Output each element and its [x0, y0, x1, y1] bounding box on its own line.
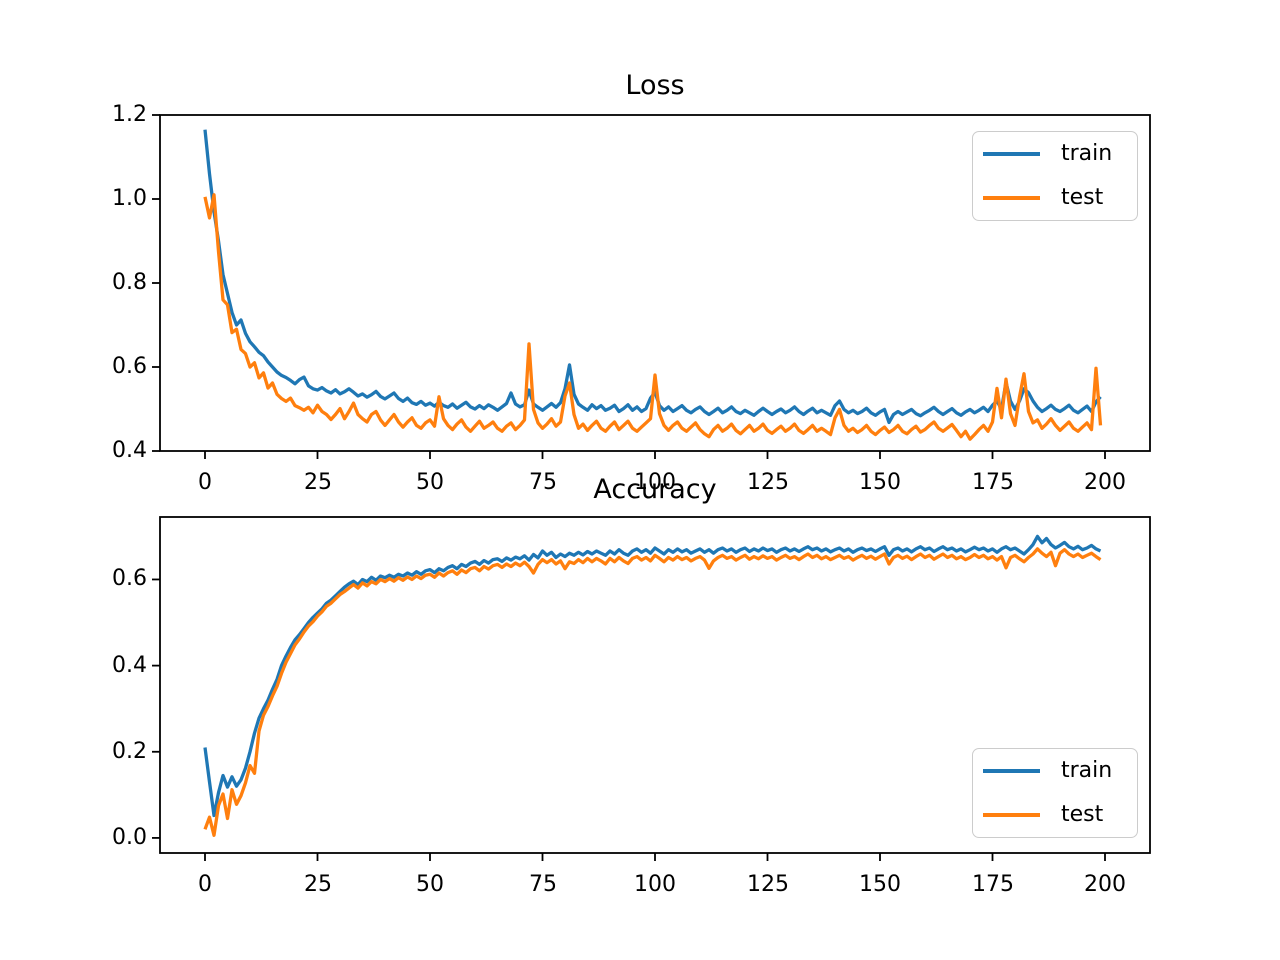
loss-train-line — [203, 129, 1102, 425]
loss-plot-title: Loss — [625, 70, 685, 101]
y-tick-label: 0.6 — [112, 354, 147, 379]
x-tick-label: 175 — [972, 470, 1014, 495]
accuracy-train-line — [203, 534, 1102, 818]
legend-entry-train: train — [973, 749, 1137, 793]
accuracy-test-line — [203, 547, 1102, 837]
legend-entry-train: train — [973, 132, 1137, 176]
loss-legend: train test — [972, 131, 1138, 221]
x-tick-label: 25 — [304, 872, 332, 897]
x-tick-label: 125 — [747, 872, 789, 897]
train-line-sample-icon — [983, 152, 1040, 156]
y-tick-label: 0.4 — [112, 438, 147, 463]
accuracy-legend: train test — [972, 748, 1138, 838]
y-tick-label: 0.8 — [112, 270, 147, 295]
x-tick-label: 200 — [1084, 872, 1126, 897]
y-tick-label: 1.0 — [112, 186, 147, 211]
legend-label-test: test — [1061, 185, 1104, 210]
test-line-sample-icon — [983, 813, 1040, 817]
x-tick-label: 150 — [859, 872, 901, 897]
y-tick-label: 0.4 — [112, 653, 147, 678]
x-tick-label: 50 — [416, 470, 444, 495]
x-tick-label: 125 — [747, 470, 789, 495]
legend-entry-test: test — [973, 793, 1137, 837]
train-line-sample-icon — [983, 769, 1040, 773]
x-tick-label: 75 — [529, 470, 557, 495]
y-tick-label: 0.0 — [112, 825, 147, 850]
test-line-sample-icon — [983, 196, 1040, 200]
legend-entry-test: test — [973, 176, 1137, 220]
legend-label-test: test — [1061, 802, 1104, 827]
y-tick-label: 1.2 — [112, 102, 147, 127]
x-tick-label: 100 — [634, 872, 676, 897]
x-tick-label: 25 — [304, 470, 332, 495]
x-tick-label: 150 — [859, 470, 901, 495]
y-tick-label: 0.6 — [112, 566, 147, 591]
x-tick-label: 100 — [634, 470, 676, 495]
x-tick-label: 75 — [529, 872, 557, 897]
x-tick-label: 175 — [972, 872, 1014, 897]
legend-label-train: train — [1061, 141, 1113, 166]
x-tick-label: 0 — [198, 470, 212, 495]
x-tick-label: 0 — [198, 872, 212, 897]
accuracy-plot-title: Accuracy — [593, 474, 717, 505]
y-tick-label: 0.2 — [112, 739, 147, 764]
x-tick-label: 50 — [416, 872, 444, 897]
loss-test-line — [203, 193, 1103, 441]
x-tick-label: 200 — [1084, 470, 1126, 495]
legend-label-train: train — [1061, 758, 1113, 783]
